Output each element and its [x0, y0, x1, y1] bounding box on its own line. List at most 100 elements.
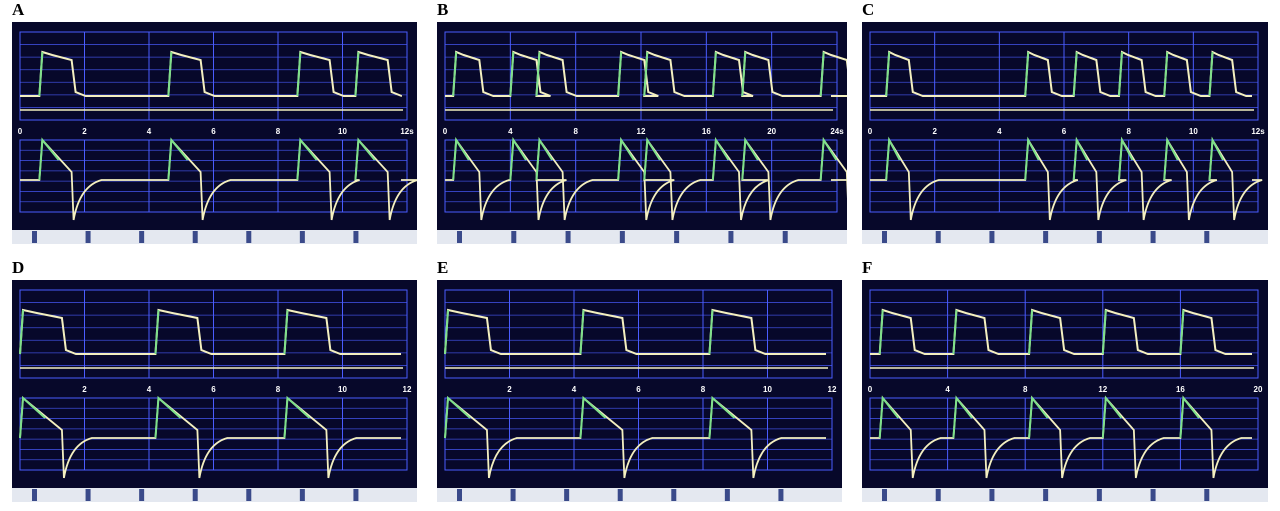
ventilator-screen-d: 2 4 6 8 10 12	[12, 280, 417, 502]
screen-background	[862, 22, 1268, 230]
time-tick-label: 12	[403, 385, 412, 394]
flow-waveform	[444, 396, 826, 479]
toolbar-button-icon	[32, 489, 37, 501]
toolbar-button-icon	[674, 231, 680, 243]
time-tick-label: 10	[338, 127, 347, 136]
inspiration-segment	[643, 51, 649, 97]
time-tick-label: 12	[1098, 385, 1107, 394]
inspiration-segment	[296, 51, 302, 97]
toolbar-strip	[862, 230, 1268, 244]
inspiration-segment	[354, 51, 360, 97]
inspiration-segment	[819, 136, 838, 181]
flow-waveform	[870, 395, 1252, 479]
ventilator-screen-a: 0 2 4 6 8 10 12s	[12, 22, 417, 244]
toolbar-button-icon	[1096, 489, 1102, 501]
inspiration-segment	[167, 51, 173, 97]
toolbar-strip	[12, 230, 417, 244]
toolbar-button-icon	[457, 489, 462, 501]
time-tick-label: 12s	[400, 127, 414, 136]
toolbar-button-icon	[139, 489, 145, 501]
flow-waveform	[445, 137, 847, 221]
time-tick-label: 8	[1126, 127, 1131, 136]
time-tick-label: 2	[82, 385, 87, 394]
toolbar-button-icon	[724, 489, 730, 501]
inspiration-segment	[711, 136, 730, 181]
toolbar-button-icon	[353, 489, 359, 501]
time-tick-label: 4	[997, 127, 1002, 136]
inspiration-segment	[819, 51, 825, 97]
toolbar-button-icon	[564, 489, 570, 501]
inspiration-segment	[708, 309, 714, 355]
inspiration-segment	[1072, 136, 1089, 181]
inspiration-segment	[708, 395, 736, 439]
toolbar-button-icon	[85, 231, 91, 243]
time-tick-label: 6	[211, 385, 216, 394]
inspiration-segment	[1208, 136, 1224, 181]
time-tick-label: 20	[767, 127, 776, 136]
toolbar-button-icon	[989, 489, 995, 501]
time-tick-label: 0	[443, 127, 448, 136]
toolbar-strip	[437, 488, 842, 502]
pressure-waveform	[20, 50, 403, 97]
toolbar-button-icon	[882, 489, 887, 501]
time-tick-label: 10	[1189, 127, 1198, 136]
toolbar-button-icon	[457, 231, 462, 243]
time-tick-label: 8	[276, 127, 281, 136]
time-tick-label: 2	[932, 127, 937, 136]
toolbar-button-icon	[782, 231, 788, 243]
time-tick-label: 0	[868, 127, 873, 136]
inspiration-segment	[1101, 395, 1123, 439]
inspiration-segment	[741, 51, 747, 97]
toolbar-button-icon	[935, 231, 941, 243]
toolbar-strip	[862, 488, 1268, 502]
toolbar-button-icon	[619, 231, 625, 243]
inspiration-segment	[283, 309, 289, 355]
time-tick-label: 10	[763, 385, 772, 394]
inspiration-segment	[38, 137, 60, 181]
inspiration-segment	[617, 51, 623, 97]
toolbar-button-icon	[1043, 231, 1049, 243]
inspiration-segment	[1163, 51, 1169, 97]
flow-waveform	[19, 396, 401, 479]
toolbar-button-icon	[1096, 231, 1102, 243]
toolbar-button-icon	[246, 231, 252, 243]
toolbar-button-icon	[353, 231, 359, 243]
inspiration-segment	[1179, 395, 1200, 439]
toolbar-button-icon	[935, 489, 941, 501]
screen-background	[862, 280, 1268, 488]
inspiration-segment	[167, 137, 189, 181]
time-tick-label: 6	[636, 385, 641, 394]
time-tick-label: 4	[147, 127, 152, 136]
inspiration-segment	[952, 309, 958, 355]
toolbar-button-icon	[299, 489, 305, 501]
time-tick-label: 4	[147, 385, 152, 394]
toolbar-strip	[437, 230, 847, 244]
time-tick-label: 20	[1254, 385, 1263, 394]
time-tick-label: 8	[276, 385, 281, 394]
inspiration-segment	[741, 136, 759, 181]
toolbar-button-icon	[778, 489, 784, 501]
inspiration-segment	[535, 136, 553, 181]
time-tick-label: 16	[1176, 385, 1185, 394]
toolbar-button-icon	[32, 231, 37, 243]
ventilator-screen-b: 0 4 8 12 16 20 24s	[437, 22, 847, 244]
time-tick-label: 2	[82, 127, 87, 136]
inspiration-segment	[1028, 395, 1049, 439]
pressure-waveform	[445, 50, 847, 97]
pressure-waveform	[19, 308, 401, 355]
time-tick-label: 2	[507, 385, 512, 394]
inspiration-segment	[509, 136, 527, 181]
inspiration-segment	[509, 51, 515, 97]
plot-frame	[869, 289, 1259, 379]
inspiration-segment	[952, 395, 973, 439]
inspiration-segment	[283, 395, 311, 439]
toolbar-button-icon	[882, 231, 887, 243]
inspiration-segment	[452, 51, 458, 97]
inspiration-segment	[535, 51, 541, 97]
ventilator-screen-e: 2 4 6 8 10 12	[437, 280, 842, 502]
time-tick-label: 4	[572, 385, 577, 394]
pressure-waveform	[870, 50, 1252, 97]
panel-label-c: C	[862, 0, 875, 19]
time-tick-label: 4	[508, 127, 513, 136]
inspiration-segment	[444, 309, 449, 355]
